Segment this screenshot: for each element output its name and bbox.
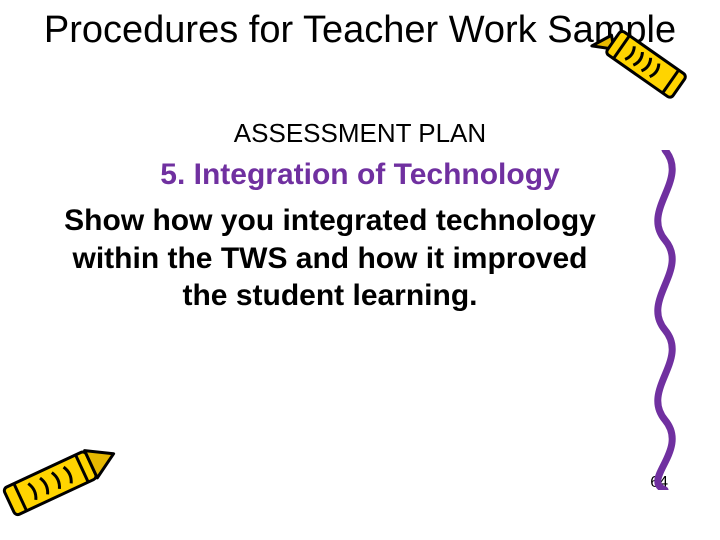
slide-subtitle: ASSESSMENT PLAN (0, 118, 720, 149)
section-heading: 5. Integration of Technology (0, 158, 720, 192)
body-text: Show how you integrated technology withi… (60, 202, 600, 315)
swirl-icon (635, 150, 695, 490)
slide: Procedures for Teacher Work Sample ASSES… (0, 0, 720, 540)
crayon-icon (0, 388, 139, 540)
